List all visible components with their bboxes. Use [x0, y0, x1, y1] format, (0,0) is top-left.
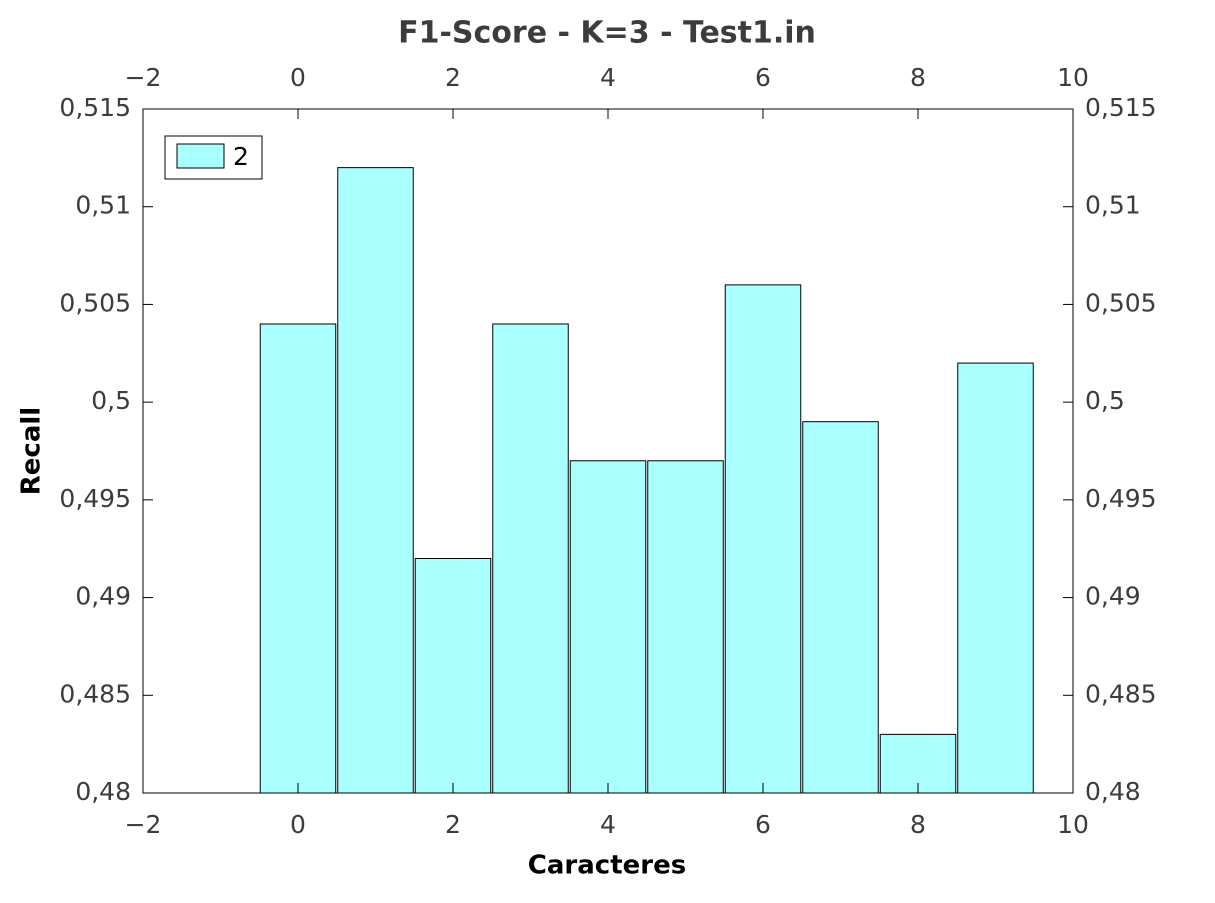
y-tick-label: 0,505 [59, 288, 131, 317]
y-tick-label: 0,485 [1085, 679, 1157, 708]
bar [492, 323, 569, 794]
x-tick-label: 4 [600, 810, 616, 839]
y-tick-label: 0,51 [1085, 191, 1141, 220]
y-tick-label: 0,515 [59, 93, 131, 122]
x-tick-label: 6 [755, 810, 771, 839]
x-tick-label: 8 [910, 810, 926, 839]
x-tick-label: 2 [445, 63, 461, 92]
y-tick-label: 0,495 [59, 484, 131, 513]
bar [337, 167, 414, 794]
y-axis-label: Recall [17, 407, 47, 495]
x-tick-label: 0 [290, 63, 306, 92]
x-tick-label: −2 [125, 810, 162, 839]
x-tick-label: 10 [1057, 810, 1089, 839]
y-tick-label: 0,515 [1085, 93, 1157, 122]
y-tick-label: 0,51 [75, 191, 131, 220]
y-tick-label: 0,505 [1085, 288, 1157, 317]
y-tick-label: 0,48 [1085, 777, 1141, 806]
chart-title: F1-Score - K=3 - Test1.in [398, 16, 816, 51]
bar [802, 421, 879, 794]
y-tick-label: 0,5 [91, 386, 131, 415]
bar [569, 460, 647, 794]
x-tick-label: 10 [1057, 63, 1089, 92]
y-tick-label: 0,495 [1085, 484, 1157, 513]
x-tick-label: 8 [910, 63, 926, 92]
x-tick-label: 2 [445, 810, 461, 839]
x-tick-label: 0 [290, 810, 306, 839]
y-tick-label: 0,5 [1085, 386, 1125, 415]
y-tick-label: 0,49 [1085, 582, 1141, 611]
x-axis-label: Caracteres [528, 851, 686, 881]
x-tick-label: 4 [600, 63, 616, 92]
x-tick-label: −2 [125, 63, 162, 92]
bar [414, 557, 492, 794]
bar [957, 362, 1034, 794]
bar [724, 284, 802, 794]
y-tick-label: 0,49 [75, 582, 131, 611]
legend-swatch [176, 143, 225, 169]
legend-label: 2 [233, 142, 249, 171]
x-tick-label: 6 [755, 63, 771, 92]
y-tick-label: 0,48 [75, 777, 131, 806]
bar [647, 460, 724, 794]
bar [259, 323, 337, 794]
y-tick-label: 0,485 [59, 679, 131, 708]
